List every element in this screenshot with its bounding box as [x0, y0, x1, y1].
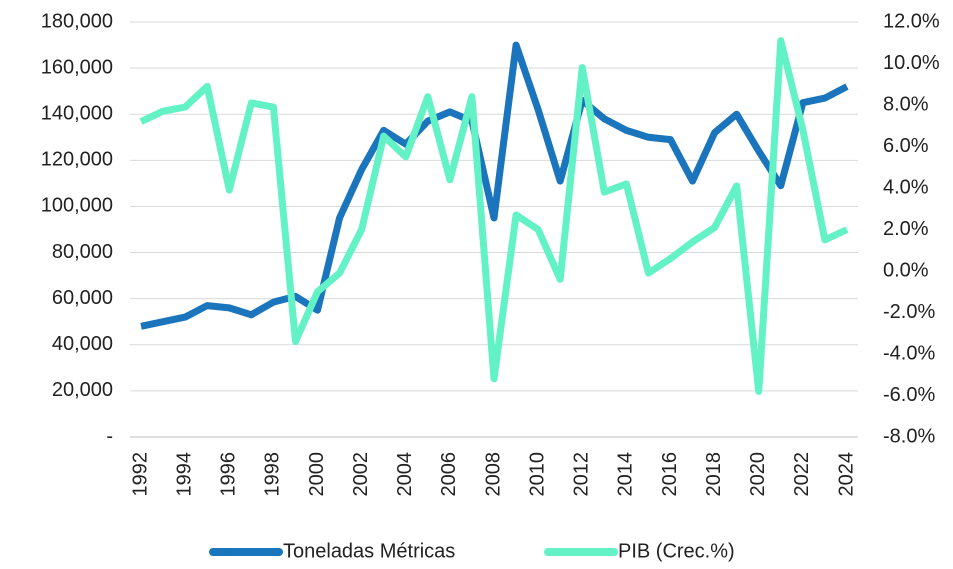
x-tick-label: 2020 [747, 452, 769, 497]
legend-label: PIB (Crec.%) [618, 540, 735, 562]
series-line [140, 41, 849, 330]
x-tick-label: 2004 [394, 452, 416, 497]
y-tick-label: 60,000 [52, 287, 113, 309]
series-line [139, 37, 849, 395]
y2-tick-label: 8.0% [883, 93, 929, 115]
x-tick-label: 2022 [791, 452, 813, 497]
y2-tick-label: 10.0% [883, 52, 940, 74]
y2-tick-label: -4.0% [883, 342, 935, 364]
y2-tick-label: 12.0% [883, 10, 940, 32]
x-tick-label: 2002 [350, 452, 372, 497]
legend-label: Toneladas Métricas [283, 540, 455, 562]
y-tick-label: 100,000 [41, 195, 113, 217]
x-tick-label: 2006 [438, 452, 460, 497]
y2-tick-label: -2.0% [883, 301, 935, 323]
y-tick-label: 120,000 [41, 149, 113, 171]
y-tick-label: 140,000 [41, 103, 113, 125]
x-tick-label: 1996 [218, 452, 240, 497]
y-tick-label: 180,000 [41, 10, 113, 32]
y2-tick-label: -8.0% [883, 425, 935, 447]
x-tick-label: 2018 [703, 452, 725, 497]
x-tick-label: 1994 [173, 452, 195, 497]
x-tick-label: 2024 [835, 452, 857, 497]
y2-tick-label: 4.0% [883, 176, 929, 198]
x-tick-label: 2016 [659, 452, 681, 497]
y2-tick-label: -6.0% [883, 384, 935, 406]
x-tick-label: 2012 [571, 452, 593, 497]
x-tick-label: 2010 [526, 452, 548, 497]
x-tick-label: 2008 [482, 452, 504, 497]
x-tick-label: 2000 [306, 452, 328, 497]
x-tick-label: 1998 [262, 452, 284, 497]
x-tick-label: 2014 [615, 452, 637, 497]
y2-tick-label: 6.0% [883, 135, 929, 157]
y2-tick-label: 2.0% [883, 218, 929, 240]
y2-tick-label: 0.0% [883, 259, 929, 281]
y-tick-label: 80,000 [52, 241, 113, 263]
y-tick-label: - [106, 425, 113, 447]
y-tick-label: 40,000 [52, 333, 113, 355]
y-tick-label: 160,000 [41, 56, 113, 78]
x-tick-label: 1992 [129, 452, 151, 497]
y-tick-label: 20,000 [52, 379, 113, 401]
